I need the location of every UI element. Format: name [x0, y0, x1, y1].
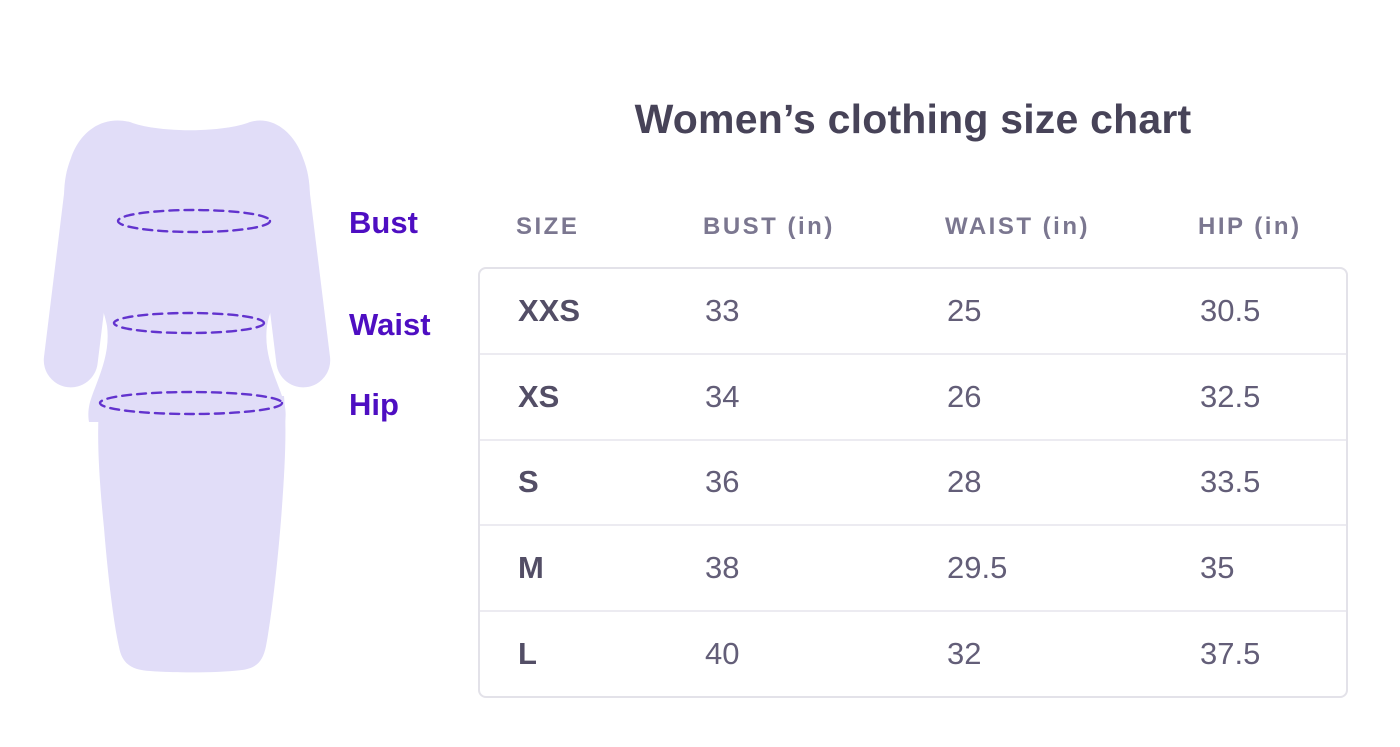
column-header-hip: HIP (in) — [1198, 213, 1302, 240]
bust-cell: 34 — [705, 378, 740, 414]
hip-cell: 35 — [1200, 550, 1235, 586]
size-cell: XXS — [518, 292, 581, 328]
waist-cell: 29.5 — [947, 550, 1008, 586]
table-row: XS 34 26 32.5 — [480, 352, 1346, 439]
bust-cell: 33 — [705, 292, 740, 328]
size-cell: S — [518, 464, 539, 500]
hip-cell: 32.5 — [1200, 378, 1261, 414]
waist-label: Waist — [349, 307, 431, 342]
hip-label: Hip — [349, 387, 399, 422]
bust-cell: 38 — [705, 550, 740, 586]
table-row: S 36 28 33.5 — [480, 438, 1346, 525]
hip-cell: 30.5 — [1200, 292, 1261, 328]
dress-bodice — [64, 120, 310, 422]
table-row: L 40 32 37.5 — [480, 610, 1346, 696]
column-header-waist: WAIST (in) — [945, 213, 1090, 240]
table-header-row: SIZE BUST (in) WAIST (in) HIP (in) — [478, 213, 1348, 241]
table-row: XXS 33 25 30.5 — [480, 269, 1346, 353]
size-cell: M — [518, 550, 544, 586]
waist-cell: 26 — [947, 378, 982, 414]
hip-cell: 33.5 — [1200, 464, 1261, 500]
hip-measurement-line — [98, 390, 284, 416]
table-row: M 38 29.5 35 — [480, 524, 1346, 610]
dress-illustration — [43, 120, 331, 673]
bust-cell: 40 — [705, 636, 740, 672]
waist-cell: 28 — [947, 464, 982, 500]
column-header-size: SIZE — [516, 213, 580, 240]
bust-label: Bust — [349, 205, 418, 240]
page-title: Women’s clothing size chart — [634, 96, 1192, 142]
dress-skirt — [98, 396, 286, 673]
size-table: XXS 33 25 30.5 XS 34 26 32.5 S 36 28 33.… — [478, 267, 1348, 698]
dress-silhouette — [43, 120, 331, 673]
size-cell: XS — [518, 378, 560, 414]
column-header-bust: BUST (in) — [703, 213, 835, 240]
bust-cell: 36 — [705, 464, 740, 500]
waist-cell: 32 — [947, 636, 982, 672]
waist-cell: 25 — [947, 292, 982, 328]
waist-measurement-line — [112, 311, 266, 335]
bust-measurement-line — [116, 208, 272, 234]
hip-cell: 37.5 — [1200, 636, 1261, 672]
size-cell: L — [518, 636, 537, 672]
